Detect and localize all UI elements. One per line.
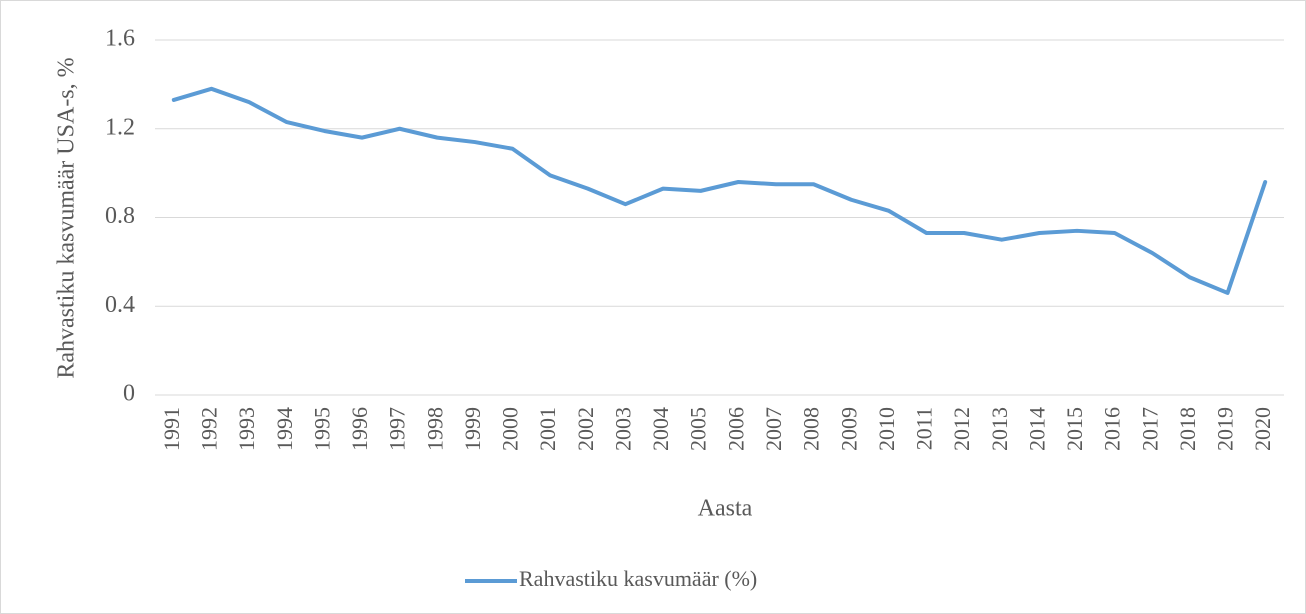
x-tick-label: 2015 [1062, 407, 1087, 451]
x-tick-label: 2012 [949, 407, 974, 451]
x-tick-label: 1993 [234, 407, 259, 451]
y-tick-label: 1.2 [105, 114, 135, 140]
x-tick-label: 2004 [648, 407, 673, 451]
x-tick-label: 2007 [761, 407, 786, 451]
x-axis-label: Aasta [698, 496, 753, 522]
y-tick-label: 1.6 [105, 26, 135, 52]
x-tick-label: 2019 [1213, 407, 1238, 451]
y-tick-label: 0 [123, 381, 135, 407]
x-tick-label: 1995 [309, 407, 334, 451]
x-tick-label: 2011 [912, 407, 937, 450]
y-tick-label: 0.4 [105, 292, 135, 318]
x-tick-label: 2005 [686, 407, 711, 451]
x-tick-label: 2009 [836, 407, 861, 451]
x-tick-label: 2001 [535, 407, 560, 451]
x-tick-label: 1996 [347, 407, 372, 451]
x-tick-label: 1999 [460, 407, 485, 451]
x-tick-label: 1998 [422, 407, 447, 451]
x-tick-label: 2017 [1137, 407, 1162, 451]
x-tick-label: 2018 [1175, 407, 1200, 451]
x-tick-label: 1991 [159, 407, 184, 451]
x-tick-label: 2020 [1250, 407, 1275, 451]
x-tick-label: 2000 [498, 407, 523, 451]
x-tick-label: 2002 [573, 407, 598, 451]
x-tick-label: 2006 [723, 407, 748, 451]
legend-label: Rahvastiku kasvumäär (%) [519, 566, 757, 591]
y-axis-label: Rahvastiku kasvumäär USA-s, % [54, 57, 80, 378]
x-tick-label: 2013 [987, 407, 1012, 451]
data-line [171, 86, 1268, 295]
x-tick-label: 2014 [1024, 407, 1049, 451]
x-tick-label: 1997 [385, 407, 410, 451]
y-tick-label: 0.8 [105, 203, 135, 229]
x-tick-label: 1992 [196, 407, 221, 451]
x-tick-label: 2016 [1100, 407, 1125, 451]
x-tick-label: 2003 [610, 407, 635, 451]
x-tick-label: 2010 [874, 407, 899, 451]
x-tick-label: 2008 [799, 407, 824, 451]
x-tick-label: 1994 [272, 407, 297, 451]
